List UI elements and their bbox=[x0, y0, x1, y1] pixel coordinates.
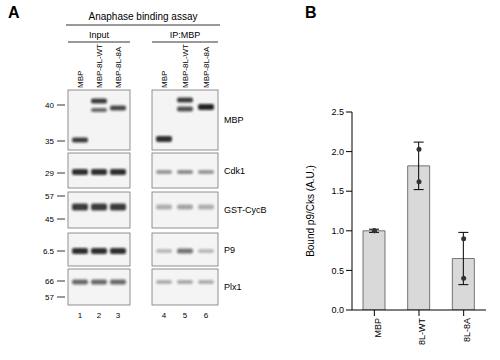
svg-text:45: 45 bbox=[45, 215, 54, 224]
svg-text:P9: P9 bbox=[224, 245, 235, 255]
svg-text:MBP: MBP bbox=[160, 71, 169, 88]
svg-text:MBP-8L-WT: MBP-8L-WT bbox=[95, 44, 104, 88]
svg-text:B: B bbox=[305, 4, 317, 21]
svg-text:2: 2 bbox=[97, 311, 102, 320]
svg-text:MBP: MBP bbox=[373, 318, 383, 338]
svg-text:MBP: MBP bbox=[76, 71, 85, 88]
svg-text:40: 40 bbox=[45, 101, 54, 110]
svg-text:MBP-8L-WT: MBP-8L-WT bbox=[181, 44, 190, 88]
svg-text:6.5: 6.5 bbox=[43, 247, 55, 256]
svg-text:A: A bbox=[8, 4, 20, 21]
svg-text:Plx1: Plx1 bbox=[224, 282, 242, 292]
svg-text:MBP-8L-8A: MBP-8L-8A bbox=[114, 46, 123, 88]
svg-text:4: 4 bbox=[162, 311, 167, 320]
svg-text:1.5: 1.5 bbox=[331, 186, 344, 196]
svg-text:Cdk1: Cdk1 bbox=[224, 166, 245, 176]
svg-text:6: 6 bbox=[204, 311, 209, 320]
svg-text:IP:MBP: IP:MBP bbox=[170, 30, 201, 40]
svg-text:Anaphase binding assay: Anaphase binding assay bbox=[89, 11, 198, 22]
svg-text:MBP: MBP bbox=[224, 115, 244, 125]
svg-text:0.0: 0.0 bbox=[331, 305, 344, 315]
svg-text:3: 3 bbox=[116, 311, 121, 320]
svg-text:8L-8A: 8L-8A bbox=[462, 318, 472, 342]
svg-text:2.0: 2.0 bbox=[331, 147, 344, 157]
svg-text:2.5: 2.5 bbox=[331, 107, 344, 117]
svg-text:0.5: 0.5 bbox=[331, 266, 344, 276]
svg-text:Bound p9/Cks (A.U.): Bound p9/Cks (A.U.) bbox=[305, 165, 316, 257]
svg-text:29: 29 bbox=[45, 169, 54, 178]
svg-text:57: 57 bbox=[45, 192, 54, 201]
svg-text:5: 5 bbox=[183, 311, 188, 320]
svg-text:Input: Input bbox=[89, 30, 110, 40]
svg-text:8L-WT: 8L-WT bbox=[417, 317, 427, 345]
svg-text:GST-CycB: GST-CycB bbox=[224, 205, 267, 215]
svg-text:1: 1 bbox=[78, 311, 83, 320]
svg-text:MBP-8L-8A: MBP-8L-8A bbox=[202, 46, 211, 88]
svg-text:35: 35 bbox=[45, 137, 54, 146]
svg-text:66: 66 bbox=[45, 277, 54, 286]
svg-text:57: 57 bbox=[45, 293, 54, 302]
svg-text:1.0: 1.0 bbox=[331, 226, 344, 236]
